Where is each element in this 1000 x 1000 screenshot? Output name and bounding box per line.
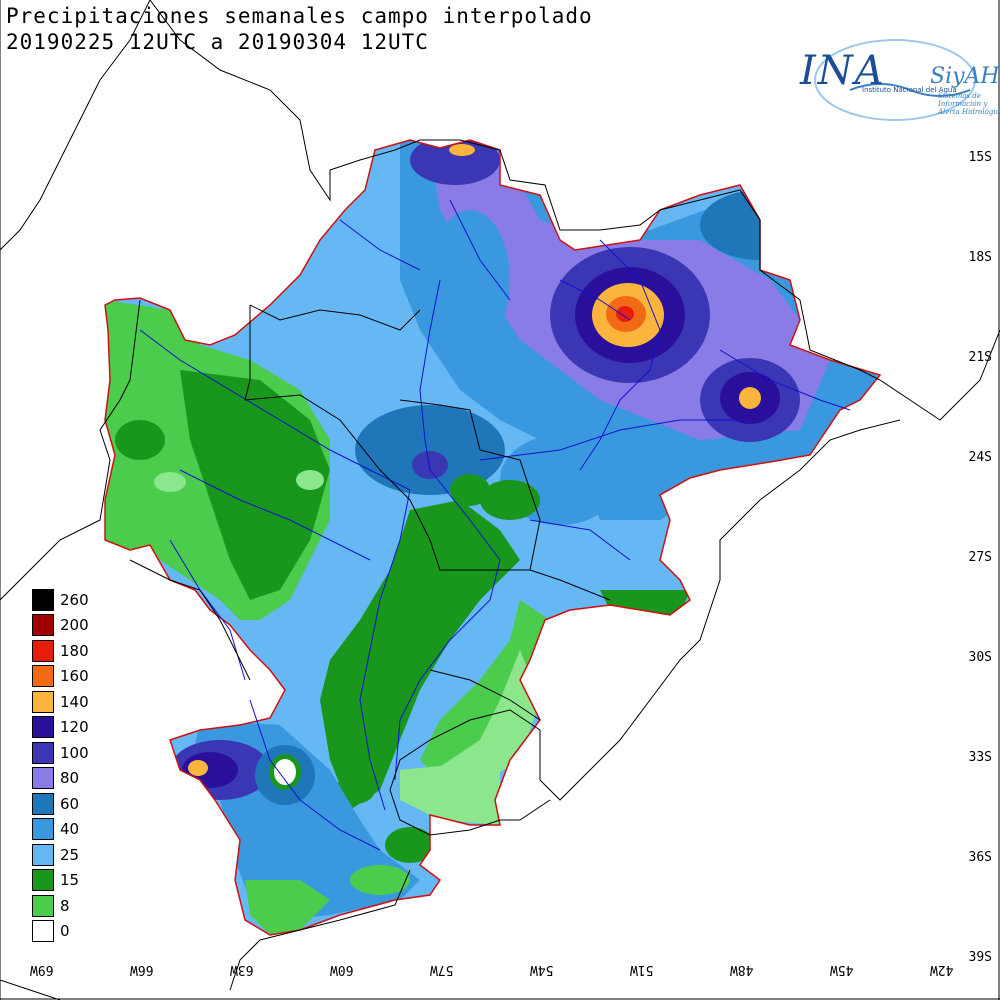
legend-swatch [32,588,54,611]
legend-item: 40 [32,817,79,842]
lon-label: 54W [530,962,554,977]
legend-item: 160 [32,664,89,689]
lon-label: 42W [930,962,954,977]
map-title: Precipitaciones semanales campo interpol… [6,4,593,28]
lat-label: 36S [968,850,992,865]
precipitation-field [105,140,880,935]
map-date-range: 20190225 12UTC a 20190304 12UTC [6,30,429,54]
lon-label: 48W [730,962,754,977]
lat-label: 24S [968,450,992,465]
lat-label: 39S [968,950,992,965]
legend-swatch [32,894,54,917]
lon-label: 69W [30,962,54,977]
logo-ina-text: INA [800,48,886,94]
legend-swatch [32,716,54,738]
lat-label: 18S [968,250,992,265]
legend-value: 60 [60,794,80,813]
legend-item: 180 [32,638,89,663]
logo-siyah-text: SiyAH [930,64,1000,89]
legend-swatch [32,869,54,891]
legend-swatch [32,665,54,687]
legend-item: 260 [32,587,89,612]
legend-swatch [32,767,54,789]
legend-swatch [32,614,54,636]
legend-item: 80 [32,766,79,791]
legend-value: 200 [60,616,89,634]
legend-swatch [32,818,54,840]
lat-label: 21S [968,350,992,365]
lat-label: 15S [968,150,992,165]
lon-label: 45W [830,962,854,977]
legend-item: 25 [32,842,79,867]
legend-value: 120 [60,718,89,736]
legend-value: 160 [60,667,89,685]
lon-label: 60W [330,962,354,977]
legend-value: 100 [60,743,89,762]
legend-swatch [32,741,54,764]
legend-value: 25 [60,845,80,864]
lon-label: 51W [630,962,654,977]
legend-value: 8 [60,896,70,915]
legend-value: 260 [60,590,89,609]
legend-swatch [32,639,54,662]
legend-item: 60 [32,791,79,816]
logo-subtitle: Sistemas de Información y Alerta Hidroló… [938,92,1000,116]
legend-swatch [32,690,54,713]
legend-value: 180 [60,641,89,660]
legend-item: 8 [32,893,70,918]
legend-item: 15 [32,868,79,893]
legend-item: 120 [32,715,89,740]
legend-item: 0 [32,919,70,944]
lat-label: 27S [968,550,992,565]
ina-siyah-logo: INA SiyAH Instituto Nacional del Agua Si… [790,30,1000,130]
logo-institution: Instituto Nacional del Agua [862,86,957,94]
lon-label: 63W [230,962,254,977]
lat-label: 33S [968,750,992,765]
legend-item: 200 [32,613,89,638]
legend-value: 15 [60,871,80,889]
lon-label: 57W [430,962,454,977]
legend-value: 40 [60,820,80,838]
legend-swatch [32,792,54,815]
legend-value: 80 [60,769,80,787]
basin-outline [104,139,882,936]
legend-swatch [32,920,54,942]
lon-label: 66W [130,962,154,977]
legend-value: 0 [60,922,70,940]
legend-item: 140 [32,689,89,714]
lat-label: 30S [968,650,992,665]
rivers [139,199,851,851]
legend-item: 100 [32,740,89,765]
legend-swatch [32,843,54,866]
legend-value: 140 [60,692,89,711]
